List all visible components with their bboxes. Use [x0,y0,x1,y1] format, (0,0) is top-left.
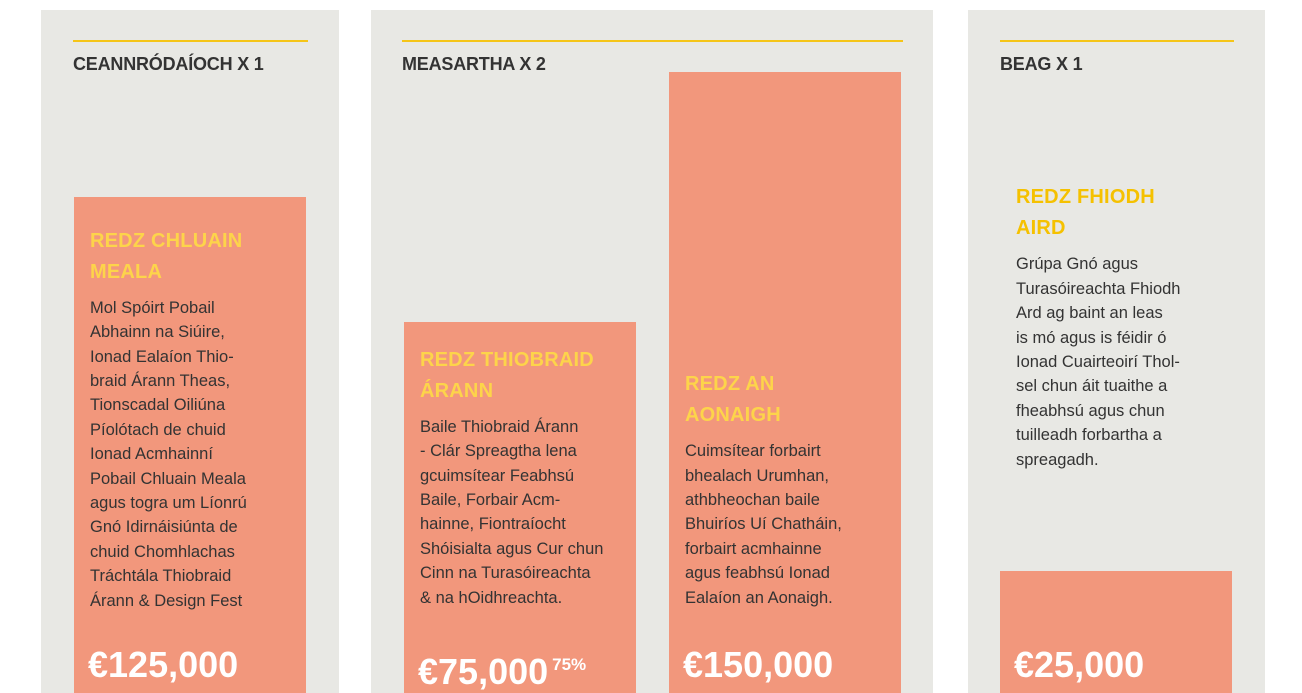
amount: €75,000 75% [418,644,586,693]
card-title: REDZ CHLUAIN MEALA [90,226,300,288]
amount: €25,000 [1014,644,1144,686]
body-line: Gnó Idirnáisiúnta de [90,518,238,537]
body-line: Tráchtála Thiobraid [90,567,232,586]
body-line: Píolótach de chuid [90,420,226,439]
title-line: AIRD [1016,217,1066,240]
body-line: sel chun áit tuaithe a [1016,377,1168,396]
card-body: Mol Spóirt Pobail Abhainn na Siúire, Ionad… [90,296,300,613]
bar [1000,571,1232,693]
body-line: forbairt acmhainne [685,539,822,558]
body-line: Mol Spóirt Pobail [90,298,215,317]
card-body: Grúpa Gnó agus Turasóireachta Fhiodh Ard a… [1016,252,1226,472]
body-line: gcuimsítear Feabhsú [420,466,575,485]
body-line: agus feabhsú Ionad [685,564,830,583]
body-line: hainne, Fiontraíocht [420,515,566,534]
card-text: REDZ THIOBRAID ÁRANN Baile Thiobraid Árann… [420,345,630,610]
panel-heading: CEANNRÓDAÍOCH X 1 [73,54,264,74]
title-line: MEALA [90,260,163,283]
body-line: spreagadh. [1016,450,1099,469]
card-text: REDZ FHIODH AIRD Grúpa Gnó agus Turasóireac… [1016,182,1226,472]
body-line: Ard ag baint an leas [1016,304,1163,323]
title-line: REDZ THIOBRAID [420,348,594,371]
body-line: Tionscadal Oiliúna [90,396,226,415]
body-line: bhealach Urumhan, [685,466,830,485]
body-line: Turasóireachta Fhiodh [1016,279,1181,298]
card-text: REDZ AN AONAIGH Cuimsítear forbairt bhealac… [685,369,895,610]
card-title: REDZ AN AONAIGH [685,369,895,431]
body-line: chuid Chomhlachas [90,542,235,561]
body-line: Ionad Ealaíon Thio- [90,347,234,366]
body-line: Baile Thiobraid Árann [420,417,579,436]
card-text: REDZ CHLUAIN MEALA Mol Spóirt Pobail Abhain… [90,226,300,613]
amount-value: €150,000 [683,644,834,685]
body-line: Pobail Chluain Meala [90,469,246,488]
card-body: Cuimsítear forbairt bhealach Urumhan, athb… [685,439,895,610]
amount-value: €25,000 [1014,644,1145,685]
body-line: Ealaíon an Aonaigh. [685,588,833,607]
body-line: & na hOidhreachta. [420,588,563,607]
divider [73,40,308,42]
bar [404,322,636,693]
body-line: Árann & Design Fest [90,591,243,610]
body-line: is mó agus is féidir ó [1016,328,1167,347]
body-line: - Clár Spreagtha lena [420,442,577,461]
body-line: braid Árann Theas, [90,371,231,390]
card-title: REDZ THIOBRAID ÁRANN [420,345,630,407]
title-line: REDZ FHIODH [1016,186,1155,209]
body-line: Ionad Cuairteoirí Thol- [1016,352,1180,371]
divider [402,40,903,42]
body-line: Baile, Forbair Acm- [420,490,561,509]
title-line: REDZ AN [685,373,775,396]
body-line: agus togra um Líonrú [90,493,247,512]
panel-heading: BEAG X 1 [1000,54,1083,74]
body-line: Grúpa Gnó agus [1016,255,1138,274]
body-line: Ionad Acmhainní [90,445,213,464]
body-line: Cuimsítear forbairt [685,442,821,461]
body-line: athbheochan baile [685,490,820,509]
body-line: Shóisialta agus Cur chun [420,539,604,558]
divider [1000,40,1234,42]
body-line: tuilleadh forbartha a [1016,426,1162,445]
bar [669,72,901,693]
body-line: Cinn na Turasóireachta [420,564,591,583]
title-line: ÁRANN [420,379,494,402]
bar [74,197,306,693]
amount-note: 75% [552,655,587,674]
amount: €150,000 [683,644,833,686]
card-body: Baile Thiobraid Árann - Clár Spreagtha le… [420,415,630,610]
body-line: fheabhsú agus chun [1016,401,1165,420]
panel-heading: MEASARTHA X 2 [402,54,546,74]
body-line: Bhuiríos Uí Chatháin, [685,515,842,534]
body-line: Abhainn na Siúire, [90,323,225,342]
amount-value: €75,000 [418,651,549,692]
amount: €125,000 [88,644,238,686]
title-line: REDZ CHLUAIN [90,229,243,252]
amount-value: €125,000 [88,644,239,685]
card-title: REDZ FHIODH AIRD [1016,182,1226,244]
title-line: AONAIGH [685,404,781,427]
